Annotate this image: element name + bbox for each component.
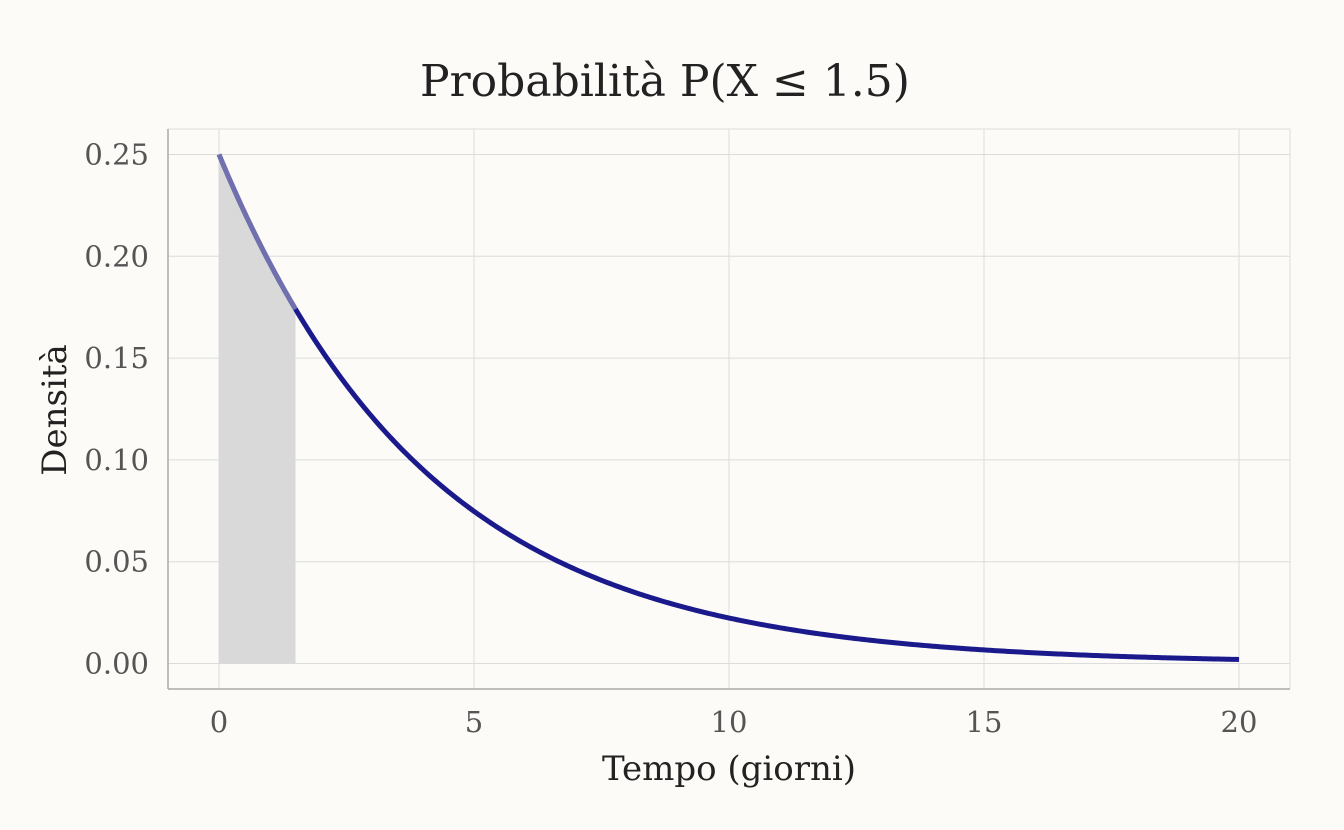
- x-tick-label: 0: [210, 705, 228, 739]
- y-tick-label: 0.25: [84, 137, 149, 171]
- x-tick-label: 10: [711, 705, 748, 739]
- x-tick-label: 5: [465, 705, 483, 739]
- y-tick-label: 0.05: [84, 545, 149, 579]
- y-tick-label: 0.00: [84, 647, 149, 681]
- y-tick-label: 0.15: [84, 341, 149, 375]
- y-tick-label: 0.10: [84, 443, 149, 477]
- y-axis-title: Densità: [35, 344, 75, 476]
- density-curve: [216, 153, 1240, 662]
- grid-layer: [168, 128, 1291, 689]
- y-tick-label: 0.20: [84, 239, 149, 273]
- tick-layer: 0 5 10 15 20 0.00 0.05 0.10 0.15 0.20 0.25: [84, 137, 1257, 739]
- x-tick-label: 20: [1221, 705, 1258, 739]
- axis-layer: [167, 129, 1290, 690]
- series-layer: [216, 153, 1240, 662]
- shaded-area-probability: [219, 154, 296, 664]
- x-axis-title: Tempo (giorni): [602, 749, 856, 789]
- x-tick-label: 15: [966, 705, 1003, 739]
- density-curve-shaded-overlay: [216, 153, 298, 311]
- chart-title: Probabilità P(X ≤ 1.5): [420, 56, 910, 107]
- shade-layer: [219, 154, 296, 664]
